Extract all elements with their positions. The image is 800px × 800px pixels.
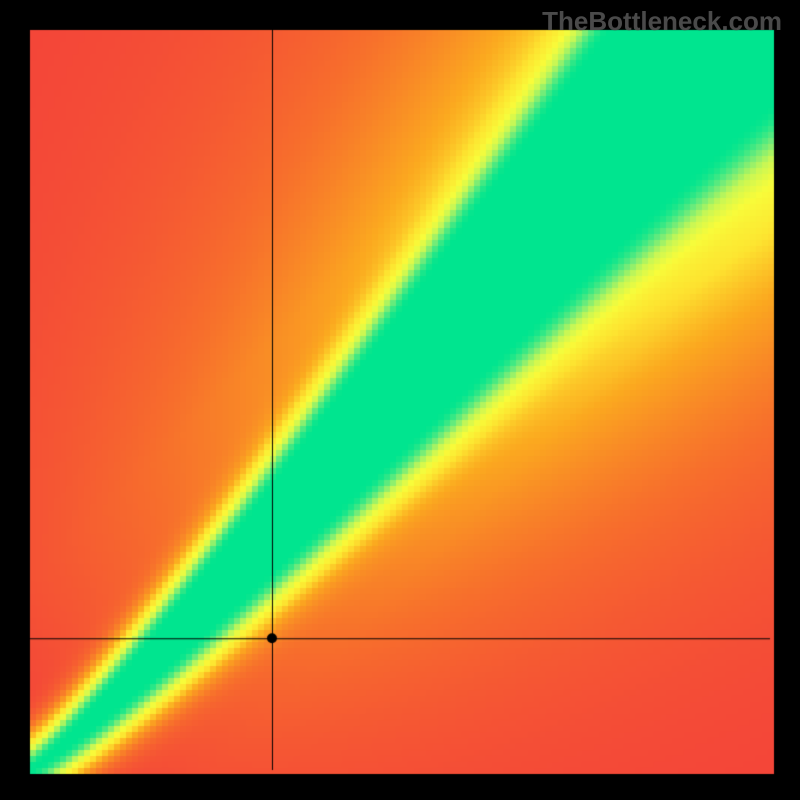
bottleneck-heatmap-canvas [0, 0, 800, 800]
watermark-text: TheBottleneck.com [542, 6, 782, 37]
chart-container: TheBottleneck.com [0, 0, 800, 800]
